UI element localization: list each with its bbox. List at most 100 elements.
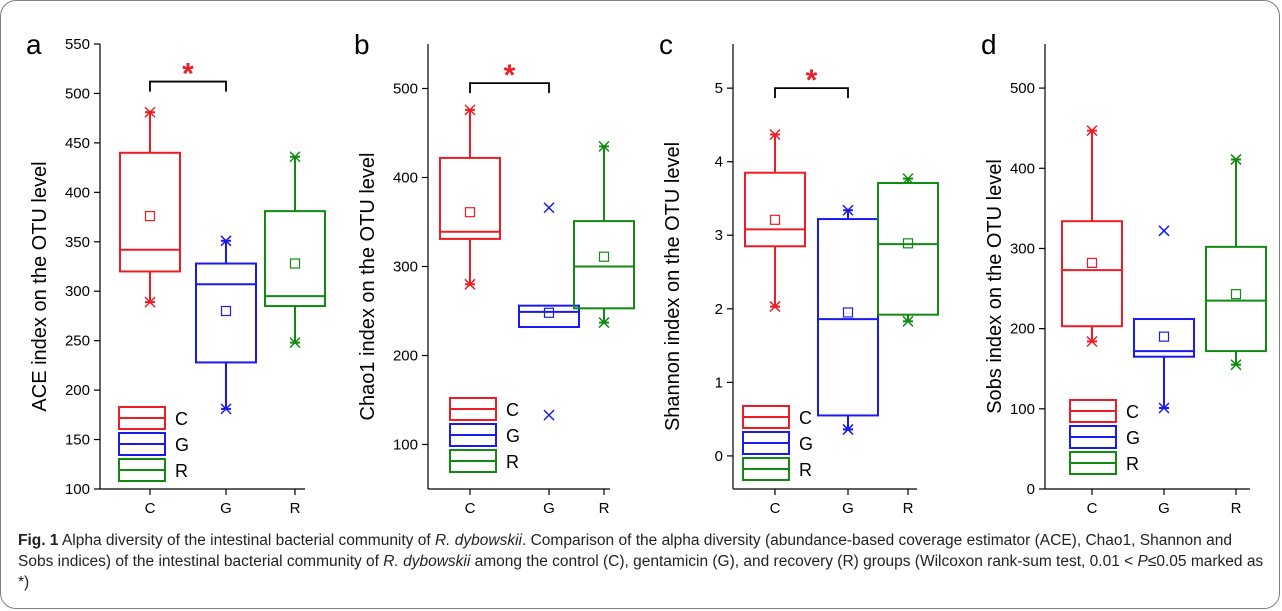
legend-label: G — [799, 434, 813, 454]
box-iqr — [119, 151, 181, 273]
caption-p: P — [1137, 553, 1148, 570]
y-tick-label: 500 — [1010, 80, 1035, 97]
min-marker — [220, 403, 232, 415]
x-tick-label: C — [465, 500, 476, 517]
x-tick-label: C — [145, 500, 156, 517]
panel-letter: c — [659, 29, 673, 60]
y-tick-label: 3 — [715, 227, 723, 244]
box-C — [119, 106, 181, 308]
box-mean — [220, 305, 232, 317]
legend-label: G — [175, 435, 189, 455]
y-tick-label: 300 — [65, 283, 90, 300]
legend-label: C — [175, 409, 188, 429]
x-tick-label: C — [1087, 500, 1098, 517]
box-G — [817, 204, 879, 435]
significance-star: * — [182, 58, 194, 91]
y-axis-label: Shannon index on the OTU level — [662, 142, 684, 431]
panel-b: 100 200 300 400 500 Chao1 index on the OTU le… — [354, 29, 635, 517]
panel-d: 0 100 200 300 400 500 Sobs index on the OTU le… — [981, 29, 1267, 517]
max-marker — [902, 173, 914, 185]
y-tick-label: 350 — [65, 234, 90, 251]
y-tick-label: 500 — [393, 81, 418, 98]
legend: CGR — [742, 405, 813, 481]
box-G — [195, 235, 257, 415]
box-mean — [144, 210, 156, 222]
x-tick-label: R — [1231, 500, 1242, 517]
max-marker — [598, 140, 610, 152]
min-marker — [1086, 335, 1098, 347]
min-marker — [464, 278, 476, 290]
x-tick-label: R — [903, 500, 914, 517]
box-iqr — [195, 262, 257, 364]
significance-bracket — [774, 87, 849, 99]
max-marker — [220, 235, 232, 247]
legend: CGR — [118, 406, 189, 482]
x-tick-label: G — [1158, 500, 1170, 517]
box-R — [1205, 153, 1267, 371]
legend-label: G — [1126, 428, 1140, 448]
y-tick-label: 100 — [65, 481, 90, 498]
box-R — [877, 173, 939, 327]
min-marker — [769, 301, 781, 313]
y-tick-label: 250 — [65, 333, 90, 350]
box-iqr — [744, 171, 806, 248]
box-iqr — [1061, 220, 1123, 328]
y-tick-label: 5 — [715, 80, 723, 97]
box-mean — [464, 207, 476, 218]
figure-caption: Fig. 1 Alpha diversity of the intestinal… — [18, 532, 1264, 591]
y-tick-label: 400 — [393, 170, 418, 187]
min-marker — [144, 296, 156, 308]
legend-label: R — [175, 461, 188, 481]
box-iqr — [877, 182, 939, 316]
legend-label: R — [799, 460, 812, 480]
panel-letter: a — [26, 29, 42, 60]
outlier-marker — [543, 202, 555, 214]
y-tick-label: 200 — [393, 348, 418, 365]
legend-label: C — [506, 400, 519, 420]
box-C — [439, 104, 501, 290]
box-iqr — [573, 220, 635, 310]
significance-bracket — [149, 80, 227, 92]
caption-species-2: R. dybowskii — [383, 553, 471, 570]
y-tick-label: 300 — [393, 259, 418, 276]
box-G — [1133, 225, 1195, 414]
y-tick-label: 0 — [1027, 481, 1035, 498]
box-iqr — [264, 210, 326, 308]
box-mean — [598, 251, 610, 262]
significance-bracket — [469, 82, 550, 94]
y-axis-label: Chao1 index on the OTU level — [357, 153, 379, 421]
caption-body-3: ≤0.05 marked as *) — [18, 553, 1264, 591]
y-tick-label: 500 — [65, 85, 90, 102]
y-tick-label: 100 — [393, 437, 418, 454]
y-tick-label: 1 — [715, 374, 723, 391]
y-tick-label: 200 — [65, 382, 90, 399]
x-tick-label: R — [599, 500, 610, 517]
y-axis-label: Sobs index on the OTU level — [984, 159, 1006, 414]
legend-label: C — [799, 408, 812, 428]
x-tick-label: C — [770, 500, 781, 517]
box-iqr — [439, 156, 501, 240]
caption-species: R. dybowskii — [434, 532, 522, 549]
box-mean — [1086, 257, 1098, 268]
caption-title: Alpha diversity of the intestinal bacter… — [61, 532, 431, 549]
panel-letter: d — [981, 29, 997, 60]
max-marker — [289, 151, 301, 163]
box-mean — [842, 307, 854, 318]
max-marker — [1086, 125, 1098, 137]
min-marker — [1158, 402, 1170, 414]
y-axis-label: ACE index on the OTU level — [29, 161, 51, 411]
max-marker — [1230, 153, 1242, 165]
x-tick-label: G — [842, 500, 854, 517]
x-tick-label: G — [543, 500, 555, 517]
min-marker — [1230, 359, 1242, 371]
legend-label: C — [1126, 402, 1139, 422]
min-marker — [598, 317, 610, 329]
legend: CGR — [1069, 399, 1140, 475]
significance-star: * — [806, 64, 818, 97]
legend-label: R — [506, 452, 519, 472]
box-C — [744, 128, 806, 313]
y-tick-label: 0 — [715, 448, 723, 465]
